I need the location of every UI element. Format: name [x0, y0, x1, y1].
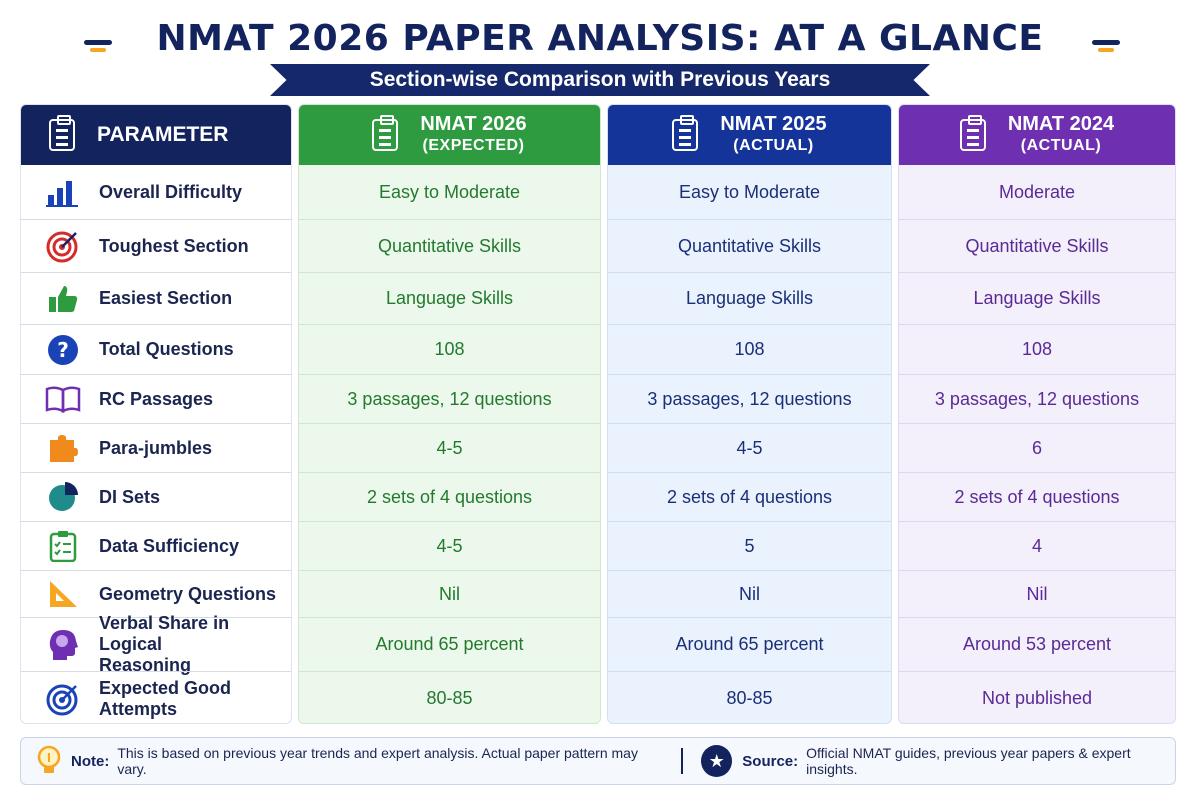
- column-header-2026: NMAT 2026 (EXPECTED): [299, 105, 600, 165]
- param-row: Para-jumbles: [21, 423, 291, 472]
- column-subtitle: (EXPECTED): [422, 137, 525, 154]
- value-cell: Nil: [299, 570, 600, 617]
- lightbulb-icon: [35, 745, 63, 777]
- column-nmat-2026: NMAT 2026 (EXPECTED) Easy to Moderate Qua…: [298, 104, 601, 724]
- param-label: Para-jumbles: [99, 437, 213, 458]
- value-cell: 108: [299, 324, 600, 374]
- value-cell: 3 passages, 12 questions: [299, 374, 600, 423]
- column-nmat-2024: NMAT 2024 (ACTUAL) Moderate Quantitative …: [898, 104, 1176, 724]
- value-cell: Not published: [899, 671, 1175, 723]
- value-cell: 3 passages, 12 questions: [899, 374, 1175, 423]
- value-cell: 5: [608, 521, 891, 570]
- parameter-column: PARAMETER Overall Difficulty Toughest Se…: [20, 104, 292, 724]
- value-cell: Nil: [608, 570, 891, 617]
- value-cell: 2 sets of 4 questions: [608, 472, 891, 521]
- subtitle-ribbon: Section-wise Comparison with Previous Ye…: [270, 64, 930, 96]
- parameter-header: PARAMETER: [21, 105, 291, 165]
- param-row: DI Sets: [21, 472, 291, 521]
- column-title: NMAT 2025: [720, 113, 827, 135]
- param-row: Toughest Section: [21, 219, 291, 272]
- value-cell: Easy to Moderate: [678, 181, 821, 202]
- thumbs-up-icon: [43, 282, 83, 316]
- bar-chart-icon: [43, 175, 83, 209]
- param-row: Verbal Share in Logical Reasoning: [21, 613, 291, 675]
- brain-head-icon: [43, 628, 83, 662]
- source-text: Official NMAT guides, previous year pape…: [806, 745, 1131, 777]
- param-label: Total Questions: [99, 339, 234, 359]
- value-cell: 108: [608, 324, 891, 374]
- value-cell: 4-5: [299, 423, 600, 472]
- value-cell: Around 65 percent: [299, 617, 600, 671]
- set-square-icon: [43, 577, 83, 611]
- param-row: Data Sufficiency: [21, 521, 291, 570]
- parameter-header-label: PARAMETER: [97, 123, 229, 146]
- value-cell: Moderate: [998, 181, 1076, 202]
- note-text: This is based on previous year trends an…: [117, 745, 638, 777]
- value-cell: 4: [899, 521, 1175, 570]
- clipboard-icon: [49, 115, 75, 151]
- column-subtitle: (ACTUAL): [1020, 137, 1102, 154]
- param-label: DI Sets: [99, 486, 161, 507]
- value-cell: 80-85: [608, 671, 891, 723]
- title-bar: NMAT 2026 PAPER ANALYSIS: AT A GLANCE: [0, 14, 1200, 64]
- footer-divider: [681, 748, 684, 774]
- value-cell: Quantitative Skills: [608, 219, 891, 272]
- param-row: Geometry Questions: [21, 570, 291, 617]
- svg-text:?: ?: [57, 338, 69, 362]
- value-cell: Language Skills: [899, 272, 1175, 324]
- param-row: Expected Good Attempts: [21, 671, 291, 723]
- title-dash-right: [1092, 40, 1120, 52]
- param-row: RC Passages: [21, 374, 291, 423]
- puzzle-icon: [43, 431, 83, 465]
- param-row: ? Total Questions: [21, 324, 291, 374]
- bullseye-icon: [43, 682, 83, 716]
- column-nmat-2025: NMAT 2025 (ACTUAL) Easy to Moderate Quant…: [607, 104, 892, 724]
- param-label: Toughest Section: [99, 235, 249, 256]
- column-title: NMAT 2026: [420, 113, 527, 135]
- param-label: Data Sufficiency: [99, 535, 240, 556]
- source-label: Source:: [742, 752, 799, 770]
- clipboard-icon: [959, 115, 986, 151]
- checklist-icon: [43, 529, 83, 563]
- value-cell: 4-5: [299, 521, 600, 570]
- value-cell: Quantitative Skills: [899, 219, 1175, 272]
- target-icon: [43, 229, 83, 263]
- param-label: Geometry Questions: [99, 583, 277, 604]
- clipboard-icon: [672, 115, 699, 151]
- value-cell: 4-5: [608, 423, 891, 472]
- column-subtitle: (ACTUAL): [733, 137, 814, 154]
- value-cell: 2 sets of 4 questions: [299, 472, 600, 521]
- value-cell: 6: [899, 423, 1175, 472]
- column-title: NMAT 2024: [1007, 113, 1115, 135]
- value-cell: Around 65 percent: [608, 617, 891, 671]
- value-cell: Nil: [899, 570, 1175, 617]
- question-icon: ?: [43, 333, 83, 367]
- param-label: Expected Good Attempts: [99, 677, 232, 719]
- pie-chart-icon: [43, 480, 83, 514]
- title-dash-left: [84, 40, 112, 52]
- value-cell: 3 passages, 12 questions: [608, 374, 891, 423]
- footer-note-bar: Note: This is based on previous year tre…: [20, 737, 1176, 785]
- star-icon: ★: [701, 745, 733, 777]
- value-cell: Easy to Moderate: [378, 181, 521, 202]
- value-cell: 2 sets of 4 questions: [899, 472, 1175, 521]
- value-cell: 80-85: [299, 671, 600, 723]
- book-icon: [43, 382, 83, 416]
- param-label: Overall Difficulty: [99, 181, 243, 202]
- value-cell: Language Skills: [608, 272, 891, 324]
- note-label: Note:: [71, 752, 110, 770]
- value-cell: Quantitative Skills: [299, 219, 600, 272]
- value-cell: Around 53 percent: [899, 617, 1175, 671]
- column-header-2024: NMAT 2024 (ACTUAL): [899, 105, 1175, 165]
- value-cell: 108: [899, 324, 1175, 374]
- page-title: NMAT 2026 PAPER ANALYSIS: AT A GLANCE: [156, 18, 1044, 59]
- param-label: Verbal Share in Logical Reasoning: [99, 613, 230, 675]
- param-label: RC Passages: [99, 388, 214, 409]
- column-header-2025: NMAT 2025 (ACTUAL): [608, 105, 891, 165]
- param-row: Easiest Section: [21, 272, 291, 324]
- param-row: Overall Difficulty: [21, 165, 291, 219]
- param-label: Easiest Section: [99, 288, 233, 308]
- clipboard-icon: [372, 115, 399, 151]
- value-cell: Language Skills: [299, 272, 600, 324]
